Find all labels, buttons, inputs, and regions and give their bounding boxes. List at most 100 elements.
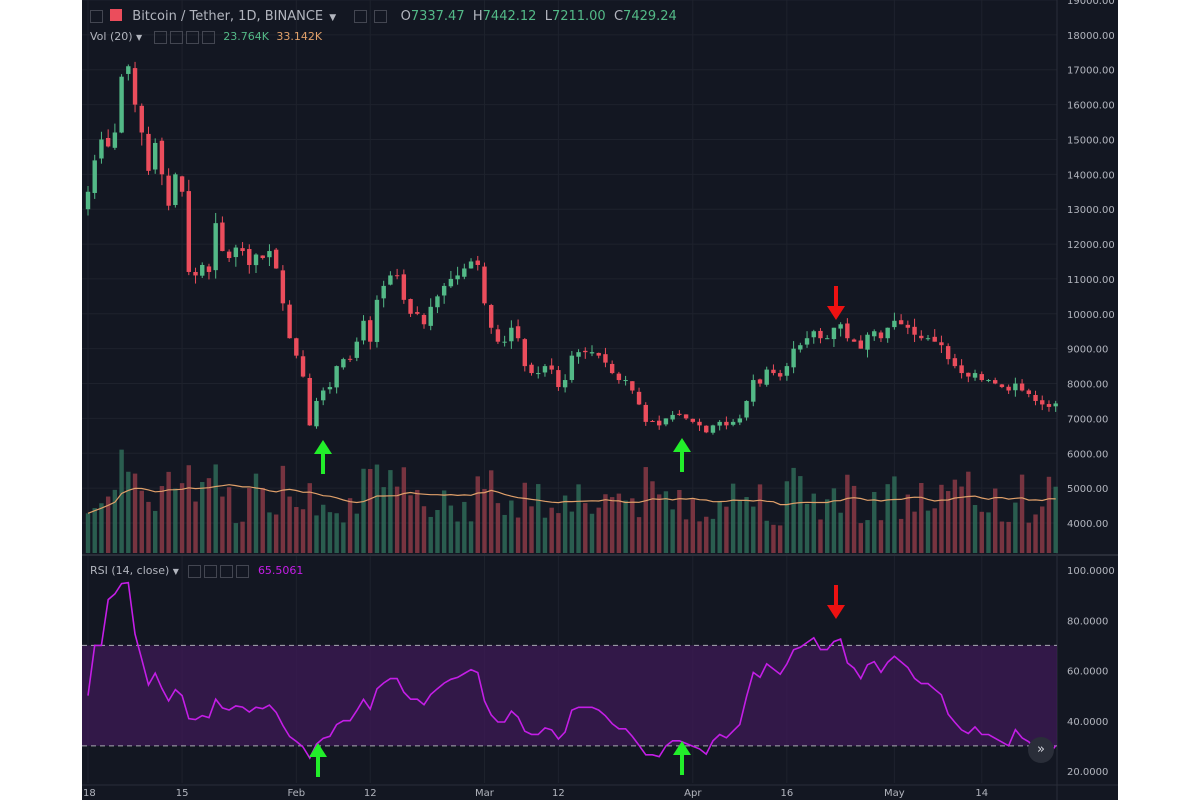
volume-bar [132,473,138,553]
chevron-down-icon[interactable]: ▼ [172,567,179,576]
candle-body [892,320,897,328]
candle-body [657,420,662,426]
settings-icon[interactable] [354,10,368,23]
volume-bar [986,512,991,553]
candle-body [522,339,527,367]
candle-body [206,266,212,272]
settings-icon[interactable] [153,30,167,44]
candle-body [858,340,863,349]
volume-bar [347,498,353,553]
volume-title[interactable]: Vol (20) [90,30,133,43]
candle-body [193,271,198,276]
volume-bar [710,518,716,553]
chevron-down-icon[interactable]: ▼ [136,33,143,42]
visibility-icon[interactable] [204,564,218,578]
candle-body [542,366,548,373]
volume-bar [589,513,595,553]
candle-body [428,306,433,326]
volume-bar [462,501,467,553]
candle-body [744,400,749,418]
volume-bar [1053,486,1058,553]
candle-body [878,332,884,339]
chevron-down-icon[interactable]: ▼ [329,13,337,23]
candle-body [798,345,803,350]
volume-bar [979,511,984,553]
buy-signal-arrow-icon [673,741,691,775]
source-icon[interactable] [185,30,199,44]
candle-body [112,132,118,148]
candle-body [421,314,427,325]
visibility-icon[interactable] [374,10,388,23]
volume-bar [529,506,534,553]
rsi-band [82,645,1057,746]
source-icon[interactable] [220,564,234,578]
volume-bar [226,487,232,553]
open-label: O [400,9,411,24]
candle-body [925,338,931,340]
candle-body [267,251,272,258]
candle-body [1026,390,1031,394]
time-tick-label: May [884,788,905,799]
volume-bar [233,523,239,553]
candle-body [710,425,716,433]
candle-body [589,352,595,354]
candle-body [361,320,366,341]
candle-body [562,380,568,388]
candle-body [489,305,494,328]
volume-bar [408,495,413,553]
scroll-to-realtime-button[interactable]: » [1028,737,1054,763]
settings-icon[interactable] [188,564,202,578]
symbol-title[interactable]: Bitcoin / Tether, 1D, BINANCE [132,9,324,24]
time-tick-label: '18 [82,788,96,799]
candle-body [441,285,447,296]
volume-bar [240,521,245,553]
volume-bar [616,493,622,553]
volume-bar [818,519,823,553]
candle-body [394,275,400,277]
candle-body [811,331,816,338]
close-icon[interactable] [201,30,215,44]
visibility-icon[interactable] [169,30,183,44]
rsi-tick-label: 100.0000 [1067,566,1115,577]
volume-bar [825,499,830,553]
volume-bar [522,482,527,553]
volume-bar [764,520,769,553]
time-tick-label: Feb [287,788,305,799]
volume-bar [247,488,252,553]
volume-bar [670,509,675,553]
candle-body [408,299,413,314]
time-tick-label: 14 [975,788,988,799]
volume-bar [596,507,601,553]
volume-bar [374,464,380,553]
rsi-title[interactable]: RSI (14, close) [90,564,170,577]
volume-bar [401,467,407,553]
candle-body [751,380,756,402]
candle-body [1013,383,1018,391]
price-tick-label: 19000.00 [1067,0,1115,7]
volume-bar [119,449,124,553]
candle-body [885,327,890,339]
volume-bar [898,518,904,553]
collapse-button[interactable] [90,10,103,23]
close-icon[interactable] [236,564,250,578]
volume-bar [878,520,884,553]
candle-body [536,373,541,375]
time-tick-label: 16 [781,788,794,799]
rsi-legend: RSI (14, close) ▼ 65.5061 [90,564,303,578]
candle-body [690,418,695,422]
volume-bar [831,488,837,553]
volume-value: 23.764K [223,30,269,43]
volume-bar [153,510,158,553]
volume-bar [932,508,937,553]
candle-body [872,331,877,337]
candle-body [327,387,333,390]
volume-bar [993,488,998,553]
candle-body [677,413,682,415]
volume-bar [475,476,480,553]
volume-bar [966,471,971,553]
volume-bar [341,522,346,553]
volume-bar [280,465,286,553]
candle-body [993,380,998,384]
volume-bar [173,488,178,553]
volume-bar [643,467,648,553]
